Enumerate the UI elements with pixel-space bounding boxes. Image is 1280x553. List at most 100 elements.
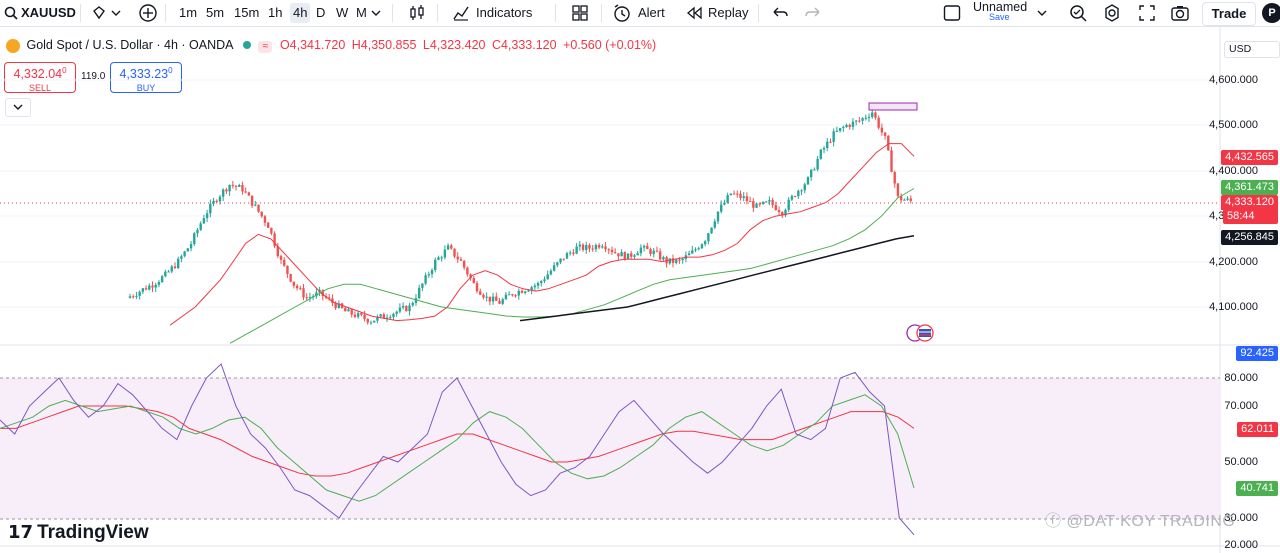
chart-canvas[interactable]: [0, 27, 1280, 553]
candle-body: [809, 169, 813, 178]
layout-name[interactable]: Unnamed: [973, 0, 1028, 14]
candle-body: [135, 295, 138, 297]
candle-body: [887, 135, 890, 151]
replay-button[interactable]: Replay: [708, 5, 749, 20]
candle-body: [238, 184, 241, 187]
candle-body: [739, 193, 742, 198]
alert-button[interactable]: Alert: [638, 5, 665, 20]
price-tick: 4,400.000: [1209, 165, 1258, 177]
camera-icon[interactable]: [1170, 3, 1190, 23]
candle-body: [655, 250, 659, 252]
candle-body: [372, 320, 376, 323]
rsi-tick: 70.000: [1224, 400, 1258, 412]
layout-grid-icon[interactable]: [571, 3, 589, 23]
candle-body: [366, 318, 369, 323]
candle-body: [363, 314, 366, 319]
interval-m[interactable]: M: [356, 5, 367, 20]
candle-body: [575, 246, 578, 254]
indicators-icon[interactable]: [452, 3, 470, 23]
candle-body: [450, 245, 453, 249]
settings-icon[interactable]: [1102, 3, 1122, 23]
sell-price-sup: 0: [62, 66, 67, 75]
candle-body: [906, 198, 909, 200]
chevron-down-icon[interactable]: [1036, 3, 1048, 23]
layout-save[interactable]: Save: [989, 12, 1010, 22]
avatar[interactable]: P: [1262, 3, 1280, 23]
price-grid: [0, 79, 1220, 308]
candle-body: [160, 276, 164, 283]
candle-body: [382, 314, 386, 319]
candle-body: [774, 205, 778, 211]
layout-checkbox-icon[interactable]: [943, 3, 961, 23]
candle-body: [781, 212, 784, 216]
buy-button[interactable]: 4,333.230 BUY: [110, 62, 182, 93]
divider: [165, 4, 166, 22]
interval-1m[interactable]: 1m: [179, 5, 198, 20]
candle-body: [854, 120, 858, 122]
candle-body: [848, 124, 851, 127]
candle-body: [266, 222, 270, 228]
candle-body: [819, 149, 823, 159]
candle-body: [141, 288, 145, 292]
replay-icon[interactable]: [685, 3, 703, 23]
interval-w[interactable]: W: [336, 5, 349, 20]
candle-body: [536, 283, 540, 286]
sell-button[interactable]: 4,332.040 SELL: [4, 62, 76, 93]
candle-body: [813, 169, 816, 171]
candlestick-icon[interactable]: [408, 3, 426, 23]
trade-button[interactable]: Trade: [1202, 2, 1256, 26]
symbol-search-icon[interactable]: [4, 3, 18, 23]
supply-zone-box[interactable]: [868, 102, 918, 111]
currency-selector[interactable]: USD: [1224, 41, 1280, 58]
candle-body: [193, 233, 196, 245]
candle-body: [305, 297, 308, 299]
ema-red-line: [169, 143, 915, 326]
ema-green-price-label: 4,361.473: [1221, 180, 1278, 195]
candle-body: [630, 253, 633, 257]
candle-body: [385, 317, 389, 319]
candle-body: [507, 294, 511, 296]
candle-body: [578, 244, 582, 247]
candle-body: [167, 271, 170, 273]
author-watermark: ⓕ @DAT KOY TRADING: [1045, 507, 1235, 531]
interval-4h[interactable]: 4h: [290, 3, 311, 23]
fullscreen-icon[interactable]: [1138, 3, 1156, 23]
collapse-legend-button[interactable]: [5, 98, 31, 117]
candle-body: [842, 127, 845, 129]
interval-d[interactable]: D: [316, 5, 326, 20]
candle-body: [832, 131, 835, 142]
candle-body: [549, 270, 553, 275]
candle-body: [591, 248, 594, 250]
candle-body: [530, 287, 533, 291]
favorites-icon[interactable]: [92, 3, 124, 23]
indicators-button[interactable]: Indicators: [476, 5, 533, 20]
candle-body: [225, 189, 228, 192]
alert-clock-icon[interactable]: [612, 3, 632, 23]
candle-body: [703, 241, 707, 245]
candle-body: [196, 229, 199, 234]
candle-body: [568, 252, 572, 254]
candle-body: [257, 204, 260, 212]
candle-body: [369, 322, 373, 324]
candle-body: [485, 296, 488, 298]
redo-icon[interactable]: [804, 3, 822, 23]
candle-body: [581, 244, 585, 250]
quick-search-icon[interactable]: [1068, 3, 1088, 23]
candle-body: [421, 283, 424, 288]
interval-1h[interactable]: 1h: [268, 5, 283, 20]
legend-title[interactable]: Gold Spot / U.S. Dollar · 4h · OANDA: [26, 38, 234, 52]
candle-body: [594, 245, 598, 250]
chevron-down-icon[interactable]: [370, 3, 382, 23]
symbol-name[interactable]: XAUUSD: [21, 5, 76, 20]
rsi-tick: 50.000: [1224, 456, 1258, 468]
interval-5m[interactable]: 5m: [206, 5, 225, 20]
undo-icon[interactable]: [771, 3, 789, 23]
candle-body: [726, 195, 729, 203]
candle-body: [263, 216, 267, 223]
candle-body: [453, 248, 456, 257]
compare-add-icon[interactable]: [138, 3, 158, 23]
economic-event-icon[interactable]: [906, 324, 934, 342]
candle-body: [482, 294, 485, 298]
interval-15m[interactable]: 15m: [234, 5, 260, 20]
candle-body: [588, 245, 591, 249]
